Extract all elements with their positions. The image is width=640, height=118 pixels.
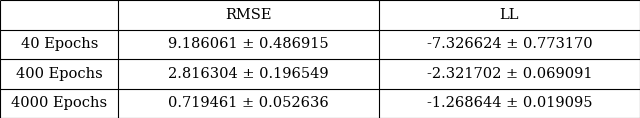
- Text: LL: LL: [500, 8, 519, 22]
- Text: 400 Epochs: 400 Epochs: [16, 67, 102, 81]
- Text: -7.326624 ± 0.773170: -7.326624 ± 0.773170: [427, 37, 592, 51]
- Text: 0.719461 ± 0.052636: 0.719461 ± 0.052636: [168, 96, 329, 110]
- Text: 9.186061 ± 0.486915: 9.186061 ± 0.486915: [168, 37, 329, 51]
- Text: 4000 Epochs: 4000 Epochs: [11, 96, 108, 110]
- Text: -2.321702 ± 0.069091: -2.321702 ± 0.069091: [427, 67, 592, 81]
- Text: RMSE: RMSE: [225, 8, 272, 22]
- Text: 40 Epochs: 40 Epochs: [20, 37, 98, 51]
- Text: -1.268644 ± 0.019095: -1.268644 ± 0.019095: [427, 96, 592, 110]
- Text: 2.816304 ± 0.196549: 2.816304 ± 0.196549: [168, 67, 329, 81]
